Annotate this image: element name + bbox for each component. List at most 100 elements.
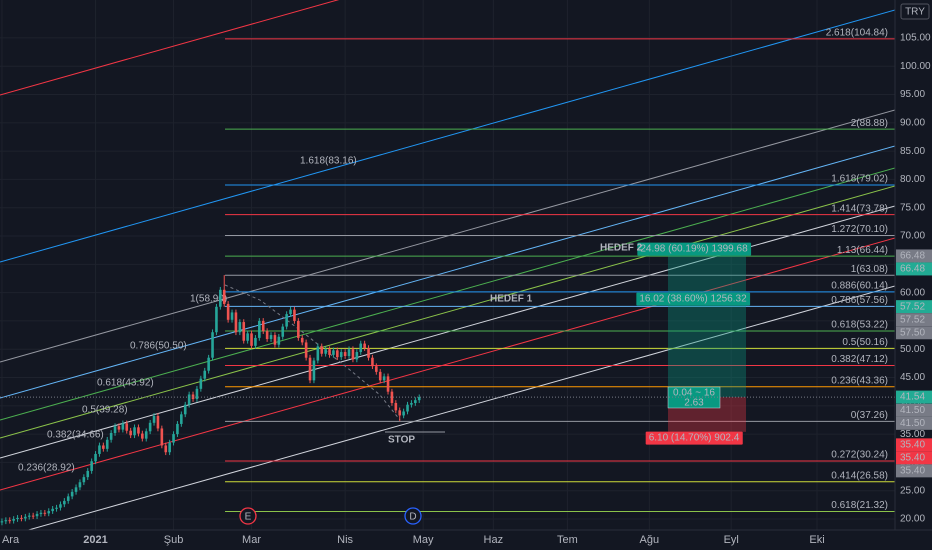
price-tag — [896, 438, 932, 452]
fib-label: 0.272(30.24) — [831, 450, 888, 461]
candle-body — [336, 350, 339, 358]
price-tag-label: 57.50 — [900, 327, 925, 338]
candle-body — [312, 360, 316, 381]
candle-body — [414, 400, 417, 403]
candle-body — [293, 309, 296, 321]
candle-body — [394, 402, 398, 411]
mid-label: 16.02 (38.60%) 1256.32 — [639, 294, 747, 305]
candle-body — [55, 507, 58, 509]
fib-label: 0.618(21.32) — [831, 500, 888, 511]
price-tag — [896, 464, 932, 478]
y-tick-label: 95.00 — [900, 89, 925, 100]
fib-label: 1(63.08) — [851, 264, 888, 275]
stop-label-bg — [645, 431, 743, 445]
candle-body — [398, 410, 402, 416]
candle-body — [297, 320, 300, 338]
candles — [0, 275, 421, 526]
fib-label: 0.236(43.36) — [831, 375, 888, 386]
candle-body — [339, 352, 343, 358]
fib-label: 0.618(53.22) — [831, 320, 888, 331]
candle-body — [402, 411, 405, 416]
price-tag — [896, 262, 932, 276]
event-marker — [404, 507, 422, 525]
y-tick-label: 105.00 — [900, 33, 931, 44]
candle-body — [168, 442, 171, 453]
candle-body — [285, 314, 288, 327]
candle-body — [129, 430, 132, 436]
candle-body — [187, 394, 191, 405]
price-tag-label: 41.50 — [900, 418, 925, 429]
price-tag — [896, 326, 932, 340]
x-tick-label: Eyl — [724, 534, 739, 546]
candle-body — [242, 322, 246, 341]
fib-label: 2(88.88) — [851, 118, 888, 129]
price-tag-label: 35.40 — [900, 439, 925, 450]
price-tag-label: 66.48 — [900, 251, 925, 262]
candle-body — [78, 482, 82, 488]
y-tick-label: 35.00 — [900, 429, 925, 440]
candle-body — [195, 388, 199, 400]
x-tick-label: Ara — [2, 534, 20, 546]
candle-body — [164, 445, 168, 453]
candle-body — [363, 343, 366, 349]
candle-body — [156, 416, 160, 429]
candle-body — [261, 320, 265, 332]
candle-body — [39, 512, 43, 514]
candle-body — [371, 357, 374, 367]
currency-box[interactable] — [900, 3, 930, 20]
candle-body — [211, 332, 214, 358]
candle-body — [390, 391, 394, 403]
ratio-top: 0.04 ~ 16 — [673, 388, 715, 399]
price-tag — [896, 300, 932, 314]
candle-body — [375, 366, 378, 372]
candle-body — [378, 371, 382, 381]
candle-body — [289, 309, 292, 315]
candle-body — [98, 445, 101, 454]
candle-body — [105, 439, 109, 449]
candle-body — [300, 337, 304, 343]
fib-label: 0.886(60.14) — [831, 280, 888, 291]
annotation: STOP — [388, 435, 415, 446]
currency[interactable]: TRY — [905, 7, 925, 18]
target-label: 24.98 (60.19%) 1399.68 — [640, 244, 748, 255]
candle-body — [359, 343, 363, 353]
candle-body — [152, 416, 156, 423]
x-tick-label: Tem — [557, 534, 578, 546]
channel-line — [0, 0, 340, 96]
channel-label: 0.382(34.66) — [47, 430, 104, 441]
candle-body — [183, 404, 187, 415]
candle-body — [51, 508, 54, 512]
candle-body — [226, 303, 230, 320]
x-tick-label: Mar — [242, 534, 261, 546]
candle-body — [90, 461, 93, 471]
candle-body — [215, 306, 218, 333]
channel-label: 0.786(50.50) — [130, 341, 187, 352]
x-tick-label: Ağu — [640, 534, 660, 546]
stop-label: 6.10 (14.70%) 902.4 — [649, 433, 740, 444]
candle-body — [308, 357, 312, 381]
candle-body — [222, 289, 226, 304]
candle-body — [4, 520, 8, 522]
ratio-bottom: 2.63 — [684, 398, 704, 409]
y-tick-label: 20.00 — [900, 514, 925, 525]
candle-body — [269, 335, 273, 340]
candle-body — [265, 331, 269, 340]
candle-body — [382, 376, 386, 381]
channel-label: 0.5(39.28) — [82, 405, 128, 416]
drawings: 1.618(83.16) 1(58.90) 0.786(50.50) 0.618(43… — [0, 0, 896, 539]
price-tag-label: 66.48 — [900, 264, 925, 275]
candle-body — [386, 376, 390, 392]
fib-label: 1.618(79.02) — [831, 174, 888, 185]
candle-body — [70, 491, 74, 497]
mid-label-bg — [636, 292, 751, 306]
price-tag — [896, 416, 932, 430]
candle-body — [8, 520, 12, 522]
channel-line — [0, 237, 896, 491]
price-tag-label: 41.50 — [900, 405, 925, 416]
candle-body — [59, 504, 62, 508]
candle-body — [125, 423, 129, 431]
candle-body — [137, 427, 140, 434]
candle-body — [43, 512, 47, 514]
candle-body — [343, 352, 347, 357]
